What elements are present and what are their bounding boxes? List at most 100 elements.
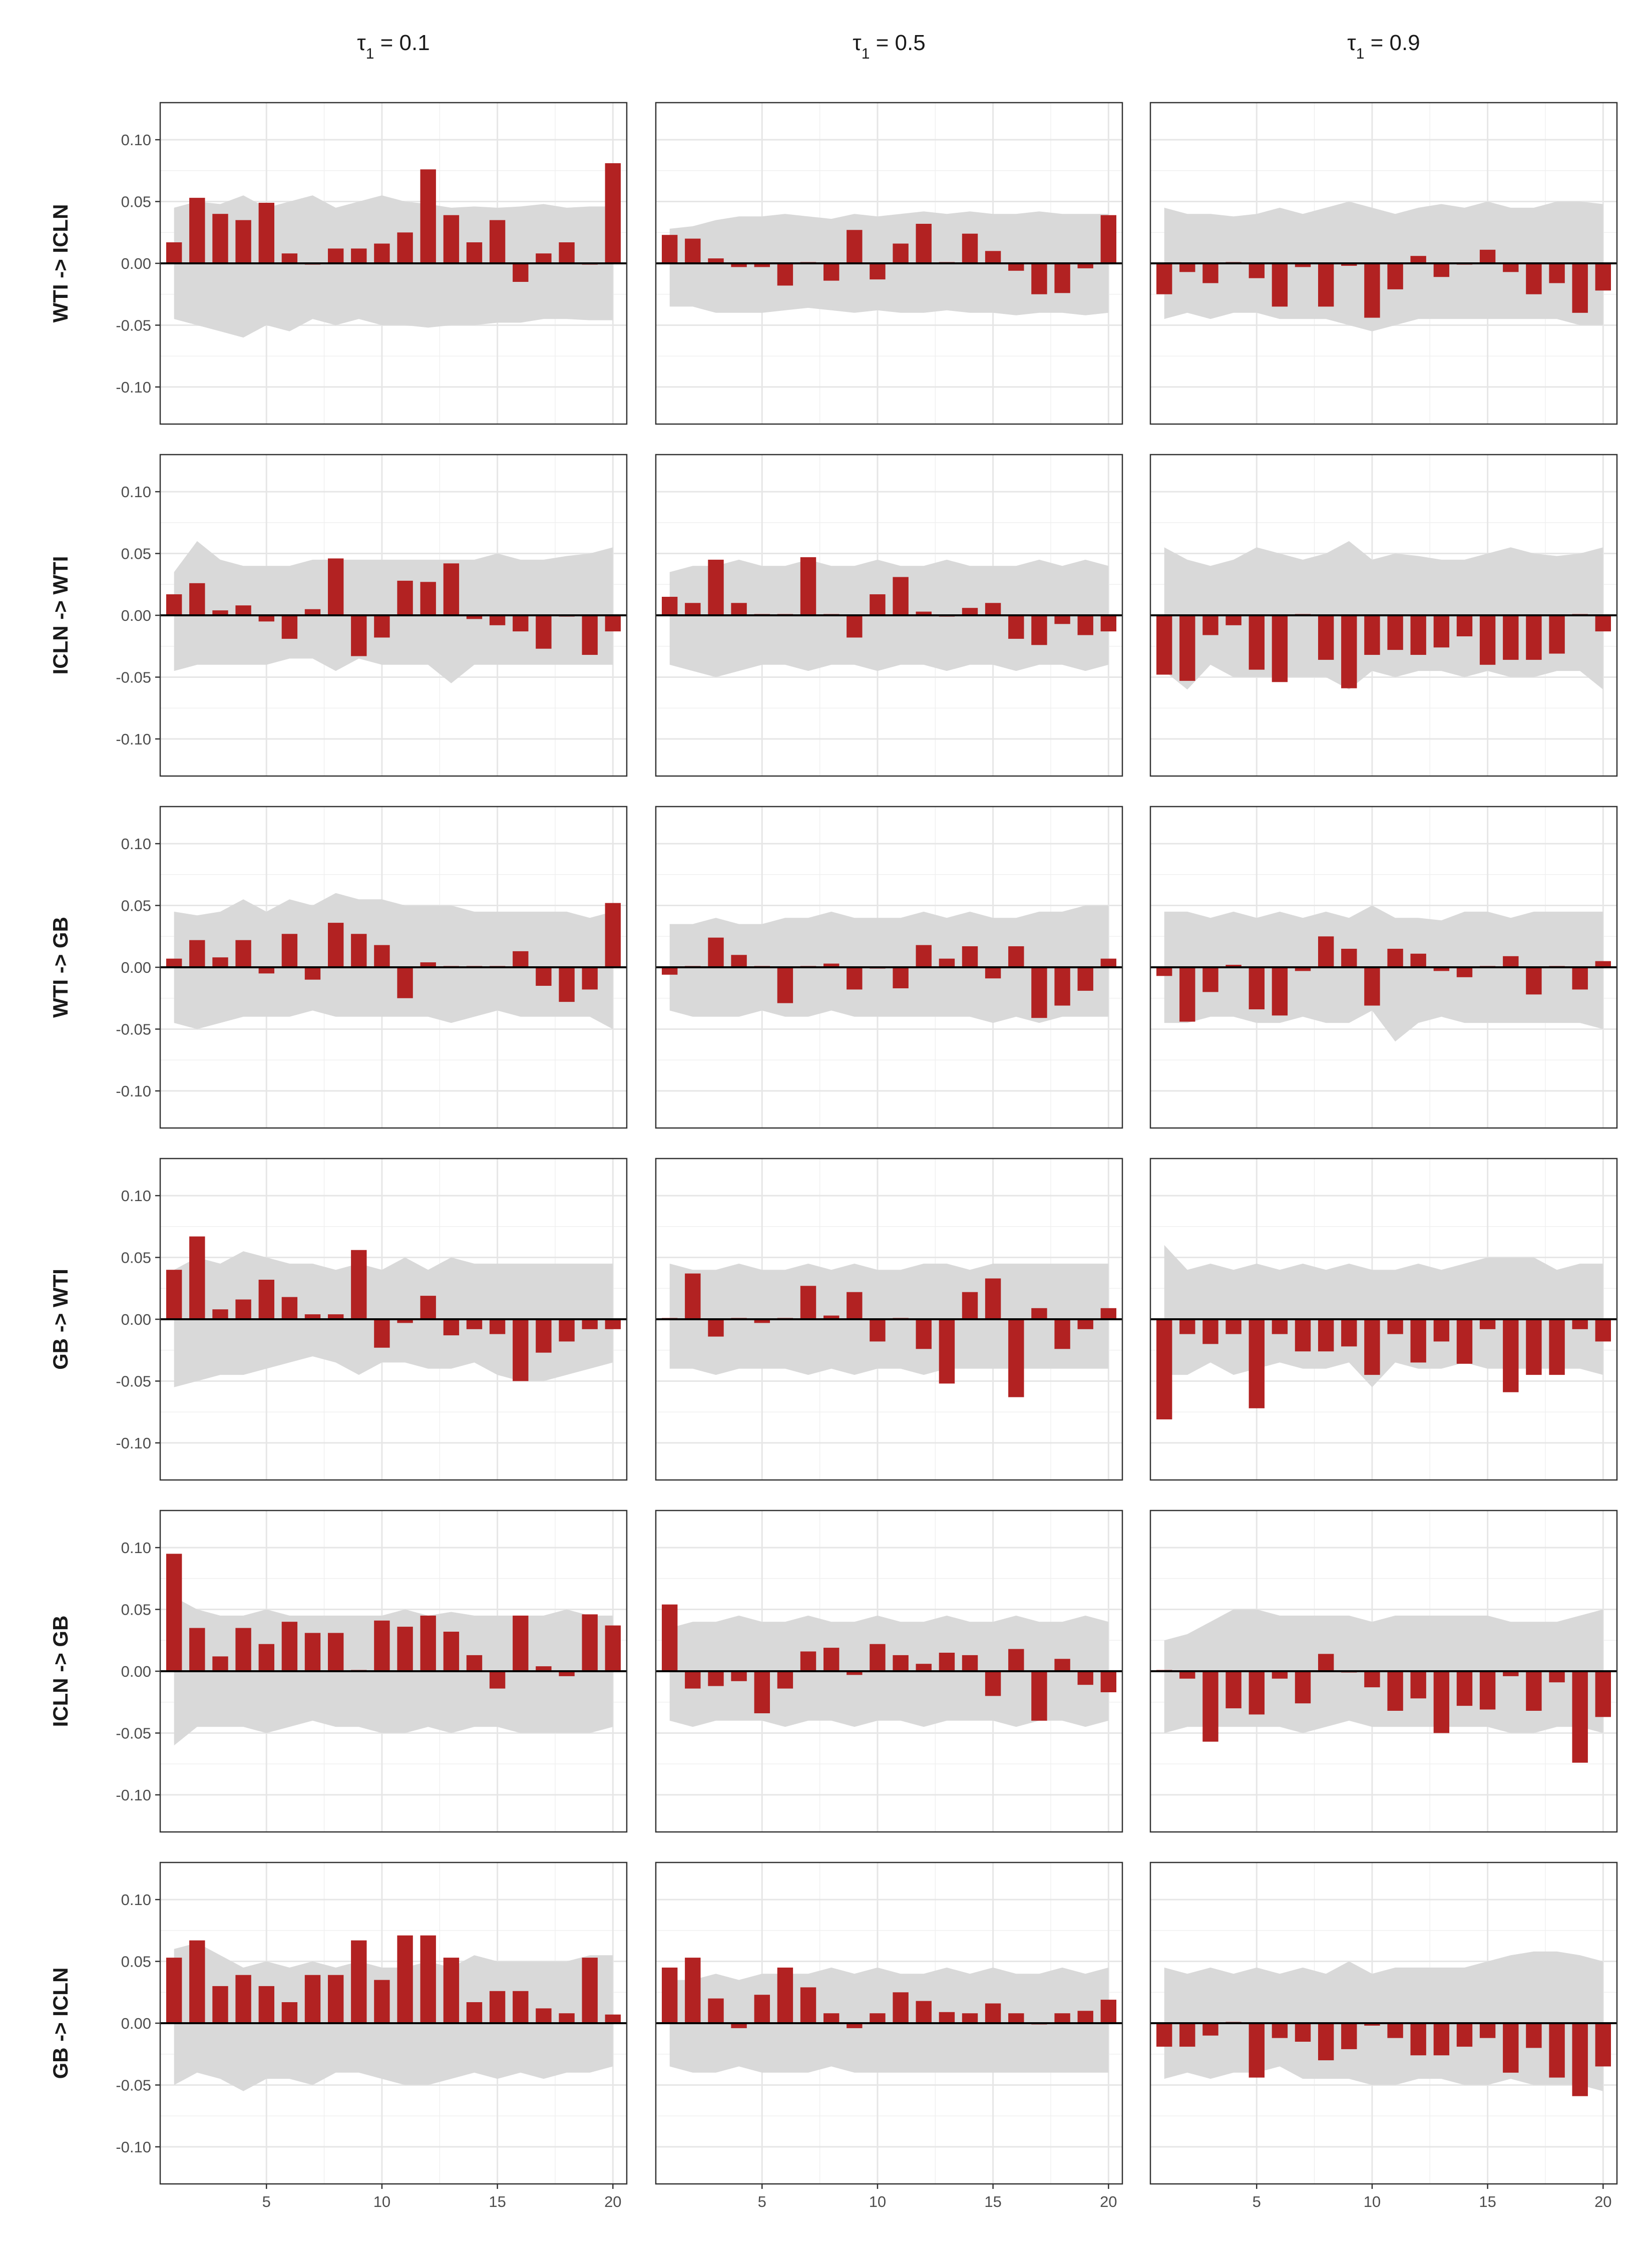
bar-lag-12: [420, 1935, 436, 2023]
confidence-band: [1164, 1951, 1603, 2091]
bar-lag-7: [304, 1314, 321, 1319]
y-tick-label: 0.00: [121, 2015, 151, 2032]
bar-lag-8: [823, 263, 840, 281]
bar-lag-8: [328, 1975, 344, 2023]
bar-lag-10: [374, 615, 390, 638]
y-tick-label: 0.10: [121, 1891, 151, 1909]
y-tick-label: -0.10: [116, 730, 151, 748]
bar-lag-20: [1595, 1671, 1611, 1717]
y-tick-label: -0.05: [116, 1020, 151, 1038]
bar-lag-9: [1341, 2023, 1357, 2049]
column-title-value: = 0.9: [1364, 31, 1420, 55]
bar-lag-11: [1387, 949, 1403, 967]
bar-lag-3: [1202, 2023, 1218, 2036]
y-tick-label: 0.05: [121, 545, 151, 563]
bar-lag-9: [351, 1250, 367, 1319]
bar-lag-15: [489, 1991, 506, 2023]
panel-r1-c1: -0.10 -0.05 0.00 0.05 0.10: [116, 102, 628, 425]
bar-lag-17: [1526, 263, 1542, 294]
bar-lag-3: [212, 1656, 228, 1671]
panel-frame: [1149, 806, 1618, 1129]
panel-frame: [1149, 1158, 1618, 1481]
bar-lag-1: [1156, 1319, 1172, 1419]
bar-lag-14: [962, 1655, 978, 1671]
bar-lag-10: [1364, 1319, 1380, 1375]
panel-r3-c3: [1149, 806, 1618, 1129]
bar-lag-2: [189, 1236, 205, 1319]
bar-lag-2: [1179, 1319, 1195, 1334]
bar-lag-12: [1410, 953, 1426, 967]
x-tick-label: 5: [1253, 2193, 1261, 2210]
bar-lag-5: [754, 1995, 770, 2023]
bar-lag-4: [235, 1975, 251, 2023]
bar-lag-12: [916, 1319, 932, 1349]
bar-lag-13: [443, 563, 460, 615]
bar-lag-7: [304, 1633, 321, 1671]
bar-lag-10: [374, 1980, 390, 2023]
y-tick-label: -0.10: [116, 379, 151, 396]
bar-lag-4: [731, 263, 747, 267]
y-tick-label: -0.10: [116, 1786, 151, 1804]
x-tick-label: 10: [1364, 2193, 1381, 2210]
bar-lag-14: [1456, 615, 1473, 636]
x-tick-label: 5: [262, 2193, 271, 2210]
y-tick-label: -0.05: [116, 2076, 151, 2094]
bar-lag-5: [1249, 1319, 1265, 1408]
bar-lag-9: [351, 248, 367, 263]
bar-lag-7: [800, 557, 816, 615]
bar-lag-8: [1318, 2023, 1334, 2061]
y-tick-label: -0.05: [116, 668, 151, 686]
bar-lag-18: [1549, 1319, 1565, 1375]
bar-lag-19: [582, 1958, 598, 2023]
bar-lag-19: [1572, 967, 1588, 990]
bar-lag-6: [1272, 1319, 1288, 1334]
confidence-band: [174, 1943, 613, 2091]
bar-lag-16: [513, 1615, 529, 1671]
bar-lag-14: [962, 2013, 978, 2023]
column-title-tau: τ: [1347, 31, 1356, 55]
bar-lag-10: [870, 1319, 886, 1342]
bar-lag-19: [1077, 263, 1093, 268]
y-tick-label: 0.00: [121, 255, 151, 272]
bar-lag-6: [1272, 615, 1288, 682]
bar-lag-15: [985, 251, 1001, 263]
bar-lag-19: [1077, 615, 1093, 635]
bar-lag-15: [489, 1319, 506, 1334]
bar-lag-5: [258, 1280, 274, 1319]
bar-lag-17: [1526, 2023, 1542, 2048]
bar-lag-11: [1387, 615, 1403, 650]
bar-lag-9: [351, 934, 367, 967]
y-tick-label: 0.10: [121, 1539, 151, 1557]
bar-lag-3: [708, 1671, 724, 1686]
bar-lag-8: [823, 963, 840, 967]
bar-lag-16: [513, 263, 529, 282]
bar-lag-14: [466, 615, 483, 619]
bar-lag-1: [166, 1270, 182, 1319]
bar-lag-6: [777, 967, 793, 1003]
bar-lag-10: [870, 263, 886, 280]
bar-lag-20: [605, 903, 621, 967]
bar-lag-3: [1202, 615, 1218, 635]
bar-lag-18: [1549, 2023, 1565, 2078]
bar-lag-11: [1387, 1671, 1403, 1711]
column-title-tau: τ: [357, 31, 366, 55]
panel-r2-c1: -0.10 -0.05 0.00 0.05 0.10: [116, 454, 628, 777]
y-tick-label: -0.10: [116, 2138, 151, 2156]
bar-lag-20: [1100, 958, 1116, 967]
bar-lag-5: [1249, 2023, 1265, 2078]
bar-lag-10: [1364, 263, 1380, 318]
bar-lag-4: [1225, 1319, 1242, 1334]
bar-lag-15: [985, 2003, 1001, 2023]
panel-frame: [1149, 102, 1618, 425]
bar-lag-3: [708, 1319, 724, 1337]
panel-frame: [655, 806, 1123, 1129]
bar-lag-1: [1156, 2023, 1172, 2047]
bar-lag-18: [1054, 615, 1070, 624]
bar-lag-13: [443, 1958, 460, 2023]
bar-lag-14: [466, 242, 483, 263]
bar-lag-20: [1100, 1671, 1116, 1692]
bar-lag-20: [605, 1319, 621, 1329]
bar-lag-6: [281, 1297, 298, 1319]
bar-lag-4: [235, 1299, 251, 1319]
bar-lag-15: [1479, 249, 1496, 263]
